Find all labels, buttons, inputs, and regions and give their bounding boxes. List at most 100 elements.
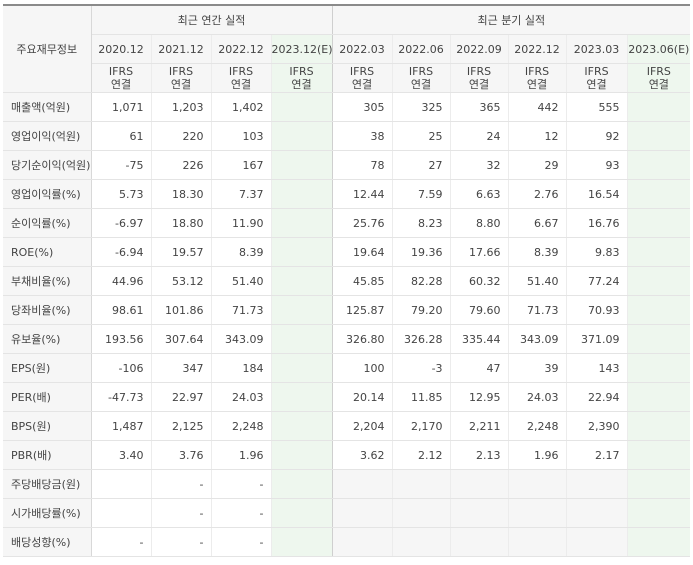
annual-value-cell: -6.94: [90, 237, 151, 267]
quarter-value-cell: 143: [565, 353, 628, 383]
quarter-value-cell: 12.95: [449, 382, 509, 412]
quarter-value-cell: 2.17: [565, 440, 628, 470]
annual-value-cell: [270, 527, 333, 557]
annual-period-header: 2021.12: [150, 34, 211, 64]
quarter-value-cell: 82.28: [391, 266, 451, 296]
annual-value-cell: -: [90, 527, 151, 557]
row-label: 시가배당률(%): [3, 498, 92, 528]
annual-value-cell: 226: [150, 150, 211, 180]
ifrs-text: IFRS: [408, 65, 434, 78]
quarter-value-cell: 371.09: [565, 324, 628, 354]
quarter-period-header: 2022.09: [449, 34, 509, 64]
row-label: 부채비율(%): [3, 266, 92, 296]
consolidated-text: 연결: [291, 78, 312, 91]
quarter-value-cell: 1.96: [507, 440, 567, 470]
quarter-period-header: 2022.03: [331, 34, 393, 64]
row-label: PER(배): [3, 382, 92, 412]
quarter-value-cell: 9.83: [565, 237, 628, 267]
quarter-value-cell: 305: [331, 92, 393, 122]
row-label: 당좌비율(%): [3, 295, 92, 325]
quarter-value-cell: [331, 469, 393, 499]
quarter-value-cell: 27: [391, 150, 451, 180]
annual-ifrs-label: IFRS 연결: [150, 63, 211, 93]
annual-value-cell: [270, 382, 333, 412]
consolidated-text: 연결: [526, 78, 548, 91]
quarter-ifrs-label: IFRS 연결: [449, 63, 509, 93]
annual-period-header: 2020.12: [90, 34, 151, 64]
row-label: 당기순이익(억원): [3, 150, 92, 180]
annual-value-cell: 193.56: [90, 324, 151, 354]
quarter-value-cell: 71.73: [507, 295, 567, 325]
annual-value-cell: 2,248: [210, 411, 271, 441]
quarter-value-cell: 22.94: [565, 382, 628, 412]
quarter-value-cell: [626, 150, 691, 180]
annual-value-cell: -: [210, 527, 271, 557]
ifrs-text: IFRS: [228, 65, 254, 78]
quarter-value-cell: 11.85: [391, 382, 451, 412]
annual-value-cell: [270, 266, 333, 296]
annual-value-cell: 343.09: [210, 324, 271, 354]
quarter-value-cell: [507, 469, 567, 499]
ifrs-text: IFRS: [168, 65, 194, 78]
ifrs-text: IFRS: [466, 65, 492, 78]
quarter-value-cell: -3: [391, 353, 451, 383]
quarter-ifrs-label: IFRS 연결: [565, 63, 628, 93]
annual-value-cell: 1.96: [210, 440, 271, 470]
quarter-value-cell: 12.44: [331, 179, 393, 209]
quarter-value-cell: 39: [507, 353, 567, 383]
quarter-value-cell: 24.03: [507, 382, 567, 412]
annual-value-cell: -: [210, 498, 271, 528]
annual-value-cell: -: [150, 527, 211, 557]
row-header-label: 주요재무정보: [3, 4, 92, 93]
row-label: 영업이익(억원): [3, 121, 92, 151]
quarter-value-cell: 51.40: [507, 266, 567, 296]
annual-value-cell: 44.96: [90, 266, 151, 296]
quarter-value-cell: 326.80: [331, 324, 393, 354]
quarter-value-cell: 93: [565, 150, 628, 180]
row-label: 유보율(%): [3, 324, 92, 354]
table-row: 당기순이익(억원) -75 226 167 78 27 32 29 93: [3, 150, 691, 180]
table-row: 매출액(억원) 1,071 1,203 1,402 305 325 365 442 555: [3, 92, 691, 122]
table-row: 순이익률(%) -6.97 18.80 11.90 25.76 8.23 8.80 6.67 1…: [3, 208, 691, 238]
ifrs-text: IFRS: [646, 65, 671, 78]
quarter-value-cell: [626, 469, 691, 499]
annual-value-cell: -: [150, 498, 211, 528]
quarter-value-cell: 343.09: [507, 324, 567, 354]
annual-value-cell: 2,125: [150, 411, 211, 441]
quarter-value-cell: [331, 498, 393, 528]
quarter-value-cell: 60.32: [449, 266, 509, 296]
quarter-value-cell: 92: [565, 121, 628, 151]
quarter-value-cell: 16.54: [565, 179, 628, 209]
annual-ifrs-label: IFRS 연결: [210, 63, 271, 93]
annual-value-cell: 98.61: [90, 295, 151, 325]
row-label: BPS(원): [3, 411, 92, 441]
quarter-value-cell: 442: [507, 92, 567, 122]
annual-value-cell: [270, 179, 333, 209]
row-label: 주당배당금(원): [3, 469, 92, 499]
annual-value-cell: -106: [90, 353, 151, 383]
table-row: PER(배) -47.73 22.97 24.03 20.14 11.85 12.95 24.…: [3, 382, 691, 412]
quarter-value-cell: 17.66: [449, 237, 509, 267]
annual-value-cell: 18.80: [150, 208, 211, 238]
quarter-value-cell: [391, 498, 451, 528]
annual-value-cell: 24.03: [210, 382, 271, 412]
quarter-value-cell: 2,211: [449, 411, 509, 441]
quarter-value-cell: [626, 208, 691, 238]
quarter-ifrs-label: IFRS 연결: [507, 63, 567, 93]
table-row: 영업이익(억원) 61 220 103 38 25 24 12 92: [3, 121, 691, 151]
quarter-value-cell: 2,248: [507, 411, 567, 441]
annual-value-cell: 71.73: [210, 295, 271, 325]
quarter-value-cell: [565, 498, 628, 528]
accounting-basis-row: IFRS 연결 IFRS 연결 IFRS 연결 IFRS 연결 IFRS 연결 IFRS 연결 IFRS…: [3, 63, 691, 93]
consolidated-text: 연결: [230, 78, 252, 91]
annual-value-cell: -47.73: [90, 382, 151, 412]
annual-value-cell: 1,203: [150, 92, 211, 122]
financial-rows: 매출액(억원) 1,071 1,203 1,402 305 325 365 442 555 영업이…: [3, 92, 691, 557]
row-label: PBR(배): [3, 440, 92, 470]
quarter-period-header: 2023.03: [565, 34, 628, 64]
annual-value-cell: [270, 150, 333, 180]
annual-value-cell: 61: [90, 121, 151, 151]
quarter-value-cell: [626, 295, 691, 325]
consolidated-text: 연결: [170, 78, 192, 91]
quarter-value-cell: 325: [391, 92, 451, 122]
